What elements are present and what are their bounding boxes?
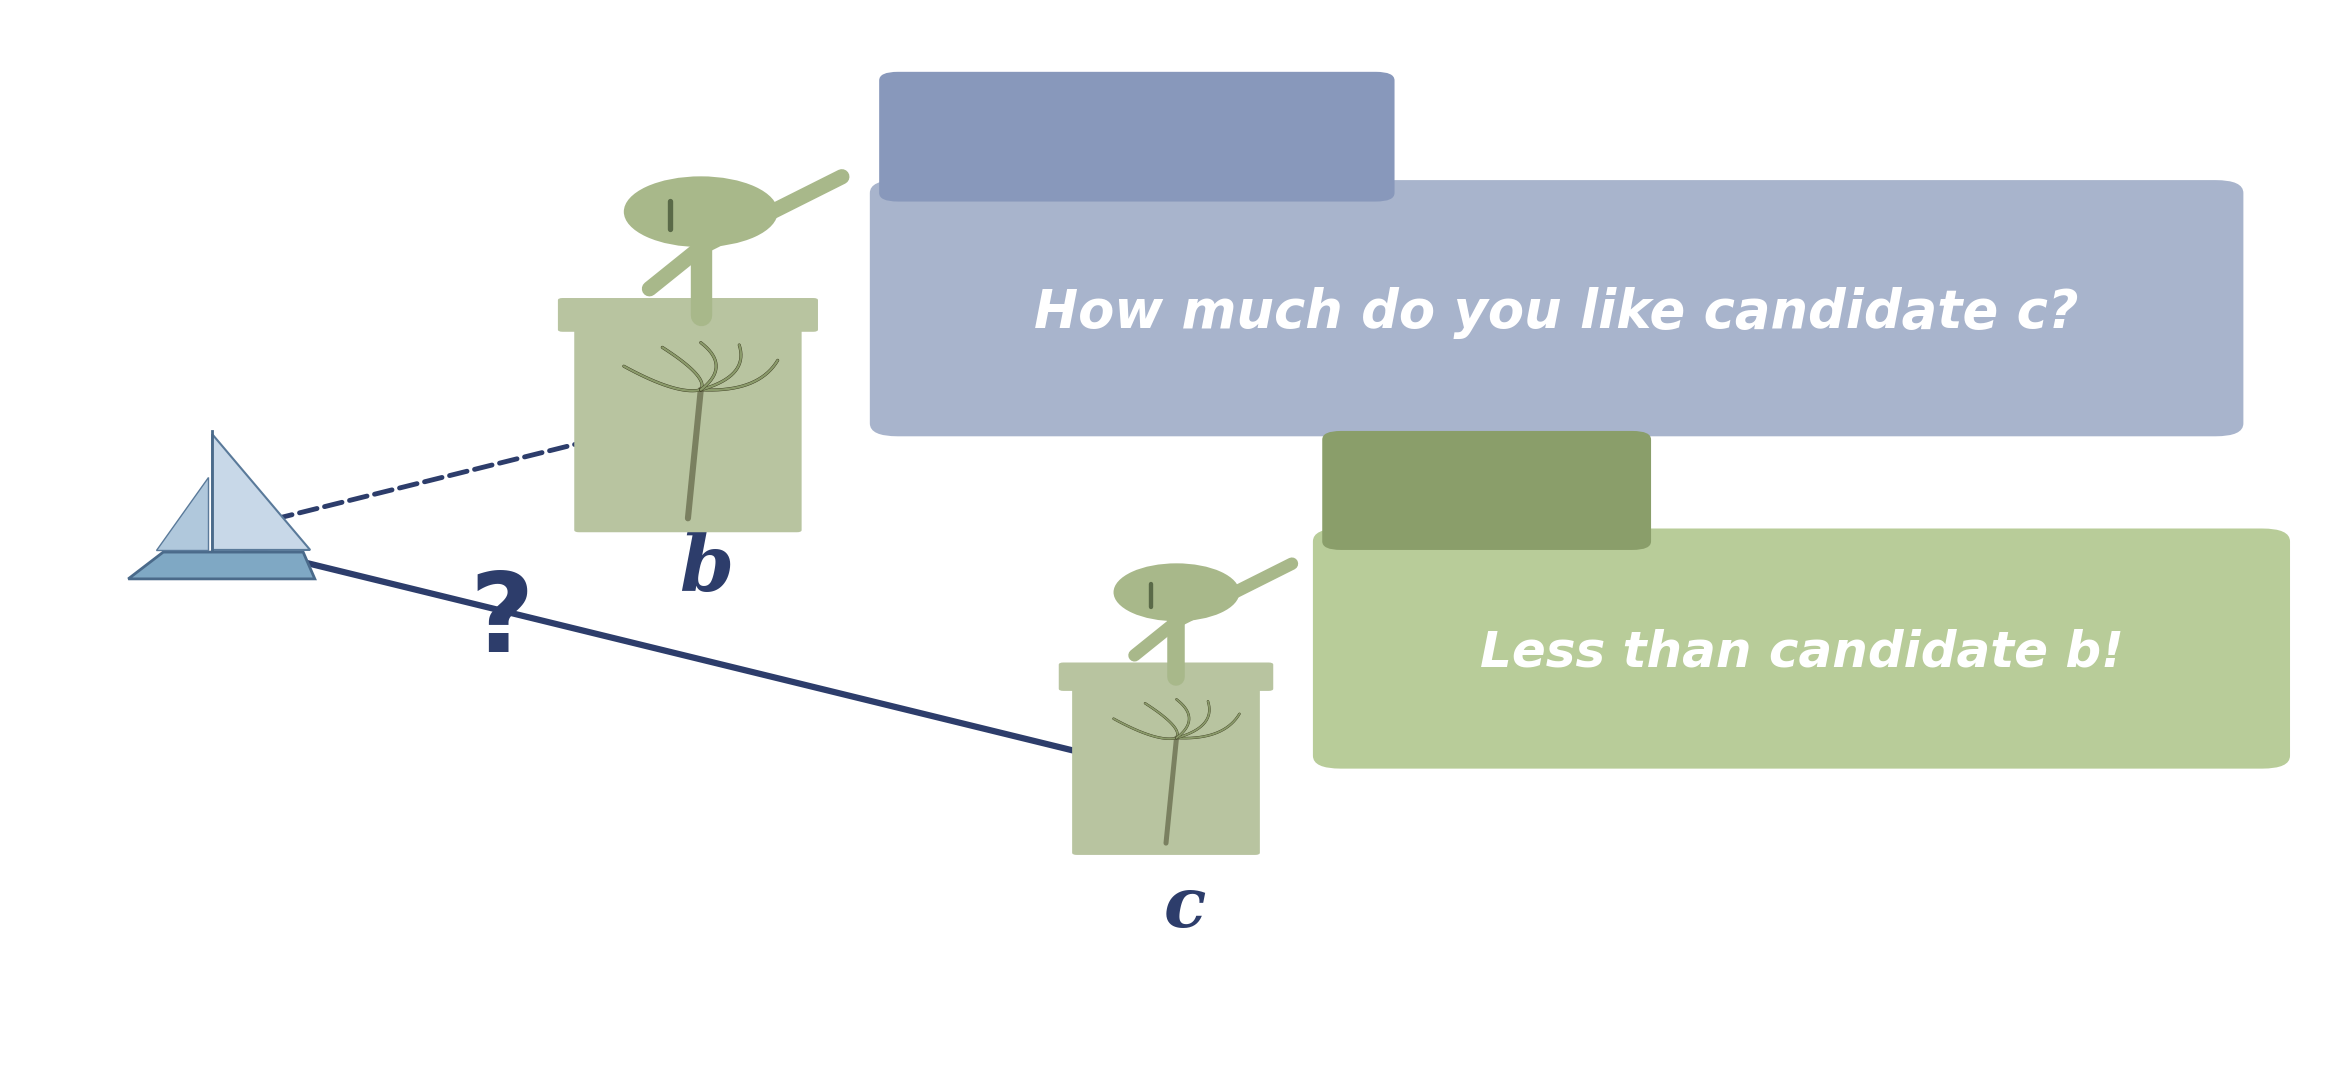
Polygon shape <box>128 552 315 579</box>
Text: c: c <box>1164 874 1206 941</box>
FancyBboxPatch shape <box>1059 662 1273 691</box>
Circle shape <box>1115 564 1241 622</box>
Text: ?: ? <box>469 568 534 675</box>
FancyBboxPatch shape <box>870 180 2243 436</box>
Polygon shape <box>156 477 208 550</box>
Text: Voter:: Voter: <box>1411 468 1562 512</box>
Text: b: b <box>679 531 735 607</box>
Text: Voting Rule:: Voting Rule: <box>972 115 1301 159</box>
FancyBboxPatch shape <box>1073 687 1259 855</box>
FancyBboxPatch shape <box>879 72 1395 202</box>
Text: Less than candidate b!: Less than candidate b! <box>1478 629 2124 676</box>
Text: How much do you like candidate c?: How much do you like candidate c? <box>1035 287 2078 339</box>
FancyBboxPatch shape <box>1313 528 2290 769</box>
Polygon shape <box>212 434 310 550</box>
FancyBboxPatch shape <box>1322 431 1651 550</box>
FancyBboxPatch shape <box>557 298 819 332</box>
Circle shape <box>623 177 777 248</box>
FancyBboxPatch shape <box>574 328 802 533</box>
